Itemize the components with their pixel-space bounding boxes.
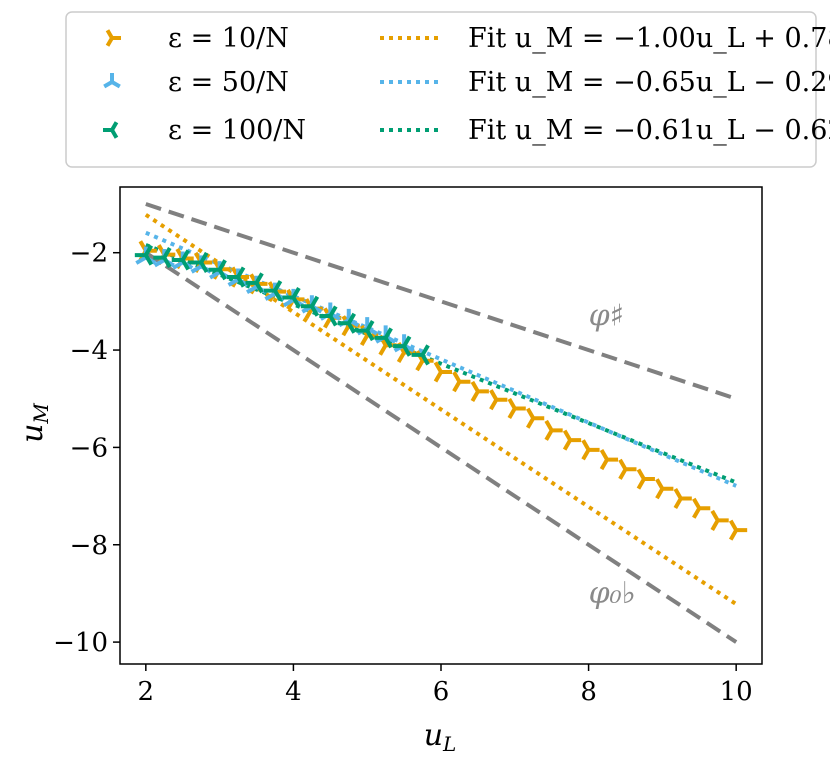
legend: ε = 10/N ε = 50/N ε = 100/N Fit u_M = −1.00… bbox=[65, 11, 830, 168]
data-point bbox=[452, 371, 471, 393]
legend-frame bbox=[65, 11, 817, 168]
plot-area: φ♯ φ₀♭ bbox=[134, 202, 748, 644]
data-point bbox=[263, 280, 283, 302]
legend-label: Fit u_M = −0.65u_L − 0.29 bbox=[468, 67, 830, 98]
fit-line bbox=[144, 213, 738, 606]
data-point bbox=[562, 429, 582, 451]
reference-line bbox=[144, 251, 738, 644]
data-point bbox=[245, 272, 264, 294]
data-point bbox=[433, 361, 452, 383]
data-point bbox=[692, 497, 711, 519]
legend-label: ε = 100/N bbox=[168, 115, 306, 146]
legend-marker bbox=[103, 73, 121, 89]
data-point bbox=[227, 266, 246, 288]
legend-entry: ε = 10/N bbox=[105, 23, 289, 54]
data-point bbox=[319, 305, 338, 327]
y-tick-label: −8 bbox=[70, 531, 108, 561]
data-point bbox=[411, 344, 430, 366]
fit-line bbox=[145, 243, 737, 485]
y-tick-label: −6 bbox=[70, 433, 108, 463]
legend-label: Fit u_M = −1.00u_L + 0.78 bbox=[468, 23, 830, 54]
legend-label: ε = 10/N bbox=[168, 23, 289, 54]
x-tick-label: 6 bbox=[433, 677, 450, 707]
y-tick-label: −4 bbox=[70, 336, 108, 366]
x-tick-label: 2 bbox=[138, 677, 155, 707]
legend-entry: Fit u_M = −0.65u_L − 0.29 bbox=[380, 67, 830, 98]
data-point bbox=[393, 335, 412, 357]
data-point bbox=[710, 509, 729, 531]
data-point bbox=[282, 286, 301, 309]
data-point bbox=[673, 487, 692, 510]
data-point bbox=[134, 244, 154, 266]
data-point bbox=[153, 247, 172, 269]
data-point bbox=[300, 295, 320, 317]
annotation-label: φ₀♭ bbox=[589, 576, 636, 611]
data-point bbox=[728, 519, 748, 541]
x-tick-label: 4 bbox=[285, 677, 302, 707]
legend-entry: ε = 100/N bbox=[103, 115, 306, 146]
data-point bbox=[581, 439, 600, 461]
x-tick-label: 8 bbox=[580, 677, 597, 707]
data-point bbox=[374, 327, 393, 349]
reference-line bbox=[145, 202, 737, 401]
y-tick-label: −10 bbox=[53, 628, 108, 658]
data-point bbox=[356, 320, 375, 342]
y-axis-label: uM bbox=[15, 403, 53, 443]
data-point bbox=[337, 312, 356, 334]
data-point bbox=[190, 251, 209, 273]
x-tick-label: 10 bbox=[720, 677, 753, 707]
data-point bbox=[599, 449, 619, 471]
axes: 2 4 6 8 10 −2 −4 −6 −8 −10 bbox=[53, 186, 763, 707]
legend-marker bbox=[105, 29, 121, 47]
data-point bbox=[208, 259, 227, 281]
data-point bbox=[526, 407, 545, 429]
legend-marker bbox=[103, 121, 119, 139]
plot-frame bbox=[119, 186, 763, 665]
data-point bbox=[470, 380, 489, 402]
x-axis-label: uL bbox=[424, 718, 457, 756]
data-point bbox=[489, 389, 508, 411]
data-point bbox=[655, 478, 674, 500]
data-point bbox=[618, 458, 637, 480]
legend-entry: ε = 50/N bbox=[103, 67, 289, 98]
data-point bbox=[544, 419, 563, 441]
legend-label: ε = 50/N bbox=[168, 67, 289, 98]
annotation-label: φ♯ bbox=[589, 299, 625, 334]
data-point bbox=[171, 249, 190, 271]
data-point bbox=[636, 468, 655, 490]
data-point bbox=[507, 397, 526, 419]
y-tick-label: −2 bbox=[70, 239, 108, 269]
legend-label: Fit u_M = −0.61u_L − 0.62 bbox=[468, 115, 830, 146]
legend-entry: Fit u_M = −0.61u_L − 0.62 bbox=[380, 115, 830, 146]
legend-entry: Fit u_M = −1.00u_L + 0.78 bbox=[380, 23, 830, 54]
